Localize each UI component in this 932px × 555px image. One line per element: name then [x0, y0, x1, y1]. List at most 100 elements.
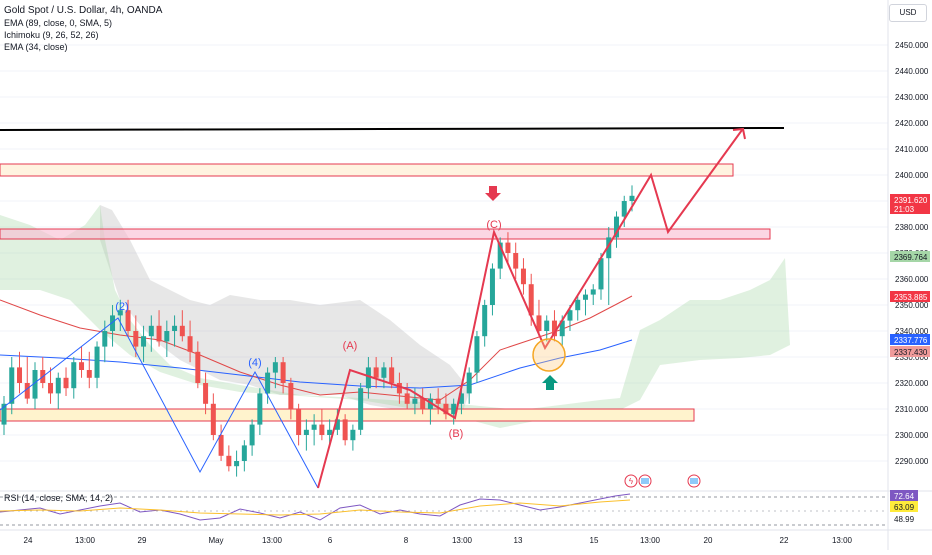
candle-body[interactable] — [71, 362, 77, 389]
candle-body[interactable] — [9, 367, 15, 404]
candle-body[interactable] — [489, 268, 495, 305]
candle-body[interactable] — [350, 429, 356, 441]
candle-body[interactable] — [32, 370, 38, 399]
candle-body[interactable] — [117, 310, 123, 316]
candle-body[interactable] — [365, 367, 371, 389]
candle-body[interactable] — [234, 461, 240, 467]
candle-body[interactable] — [24, 383, 30, 399]
candle-body[interactable] — [606, 237, 612, 259]
candle-body[interactable] — [412, 398, 418, 404]
candle-body[interactable] — [179, 325, 185, 337]
candle-body[interactable] — [334, 419, 340, 430]
candle-body[interactable] — [621, 201, 627, 217]
candle-body[interactable] — [17, 367, 23, 383]
candle-body[interactable] — [195, 351, 201, 383]
candle-body[interactable] — [327, 429, 333, 435]
candle-body[interactable] — [342, 419, 348, 441]
candle-body[interactable] — [559, 320, 565, 337]
time-tick-label: 24 — [24, 536, 33, 545]
candle-body[interactable] — [482, 305, 488, 337]
candle-body[interactable] — [520, 268, 526, 285]
candle-body[interactable] — [396, 383, 402, 394]
candle-body[interactable] — [226, 455, 232, 467]
candle-body[interactable] — [582, 294, 588, 300]
candle-body[interactable] — [141, 336, 147, 347]
candle-body[interactable] — [265, 372, 271, 394]
candle-body[interactable] — [164, 331, 170, 342]
candle-body[interactable] — [466, 372, 472, 394]
candle-body[interactable] — [241, 445, 247, 461]
candle-body[interactable] — [629, 195, 635, 201]
candle-body[interactable] — [203, 383, 209, 404]
candle-body[interactable] — [404, 393, 410, 404]
lightning-event-icon[interactable] — [624, 474, 638, 488]
candle-body[interactable] — [443, 403, 449, 415]
candle-body[interactable] — [420, 398, 426, 409]
candle-body[interactable] — [210, 403, 216, 435]
candle-body[interactable] — [110, 315, 116, 331]
resistance-line[interactable] — [0, 127, 785, 131]
legend-ema-89[interactable]: EMA (89, close, 0, SMA, 5) — [4, 18, 113, 28]
candle-body[interactable] — [148, 325, 154, 337]
price-tick-label: 2360.000 — [895, 275, 929, 284]
candle-body[interactable] — [1, 403, 7, 425]
candle-body[interactable] — [272, 362, 278, 373]
candle-body[interactable] — [474, 336, 480, 373]
candle-body[interactable] — [187, 336, 193, 352]
candle-body[interactable] — [63, 377, 69, 389]
candle-body[interactable] — [94, 346, 100, 378]
candle-body[interactable] — [551, 320, 557, 337]
time-tick-label: 13:00 — [262, 536, 283, 545]
candle-body[interactable] — [575, 299, 581, 311]
candle-body[interactable] — [590, 289, 596, 295]
candle-body[interactable] — [513, 253, 519, 269]
projection-path[interactable] — [611, 129, 743, 241]
candle-body[interactable] — [249, 424, 255, 446]
candle-body[interactable] — [125, 310, 131, 331]
candle-body[interactable] — [536, 315, 542, 331]
time-axis[interactable]: 24 13:00 29 May 13:00 6 8 13:00 13 15 13:00 20 22 13:… — [24, 536, 853, 545]
candle-body[interactable] — [156, 325, 162, 342]
candle-body[interactable] — [451, 403, 457, 415]
sell-arrow-icon[interactable] — [485, 186, 501, 201]
candle-body[interactable] — [55, 377, 61, 394]
resistance-zone[interactable] — [0, 228, 771, 240]
candle-body[interactable] — [311, 424, 317, 430]
candle-body[interactable] — [435, 398, 441, 404]
candle-body[interactable] — [48, 383, 54, 394]
symbol-title[interactable]: Gold Spot / U.S. Dollar, 4h, OANDA — [4, 5, 163, 16]
candle-body[interactable] — [598, 258, 604, 290]
buy-arrow-icon[interactable] — [542, 375, 558, 390]
candle-body[interactable] — [528, 284, 534, 316]
candle-body[interactable] — [497, 242, 503, 269]
reversal-circle[interactable] — [532, 338, 566, 372]
candle-body[interactable] — [296, 409, 302, 435]
support-zone[interactable] — [0, 408, 695, 422]
legend-ema-34[interactable]: EMA (34, close) — [4, 42, 68, 52]
currency-button[interactable]: USD — [889, 4, 927, 22]
candle-body[interactable] — [613, 216, 619, 238]
candle-body[interactable] — [257, 393, 263, 425]
legend-ichimoku[interactable]: Ichimoku (9, 26, 52, 26) — [4, 30, 99, 40]
candle-body[interactable] — [389, 367, 395, 383]
candle-body[interactable] — [373, 367, 379, 378]
candle-body[interactable] — [358, 388, 364, 430]
candle-body[interactable] — [280, 362, 286, 383]
candle-body[interactable] — [303, 429, 309, 435]
candle-body[interactable] — [102, 331, 108, 347]
candle-body[interactable] — [133, 331, 139, 347]
candle-body[interactable] — [319, 424, 325, 435]
candle-body[interactable] — [458, 393, 464, 404]
candle-body[interactable] — [172, 325, 178, 331]
candle-body[interactable] — [544, 320, 550, 331]
candle-body[interactable] — [505, 242, 511, 253]
supply-zone-upper[interactable] — [0, 163, 734, 177]
candle-body[interactable] — [79, 362, 85, 370]
candle-body[interactable] — [567, 310, 573, 321]
candle-body[interactable] — [86, 370, 92, 378]
candle-body[interactable] — [218, 435, 224, 456]
candle-body[interactable] — [381, 367, 387, 378]
candle-body[interactable] — [288, 383, 294, 409]
